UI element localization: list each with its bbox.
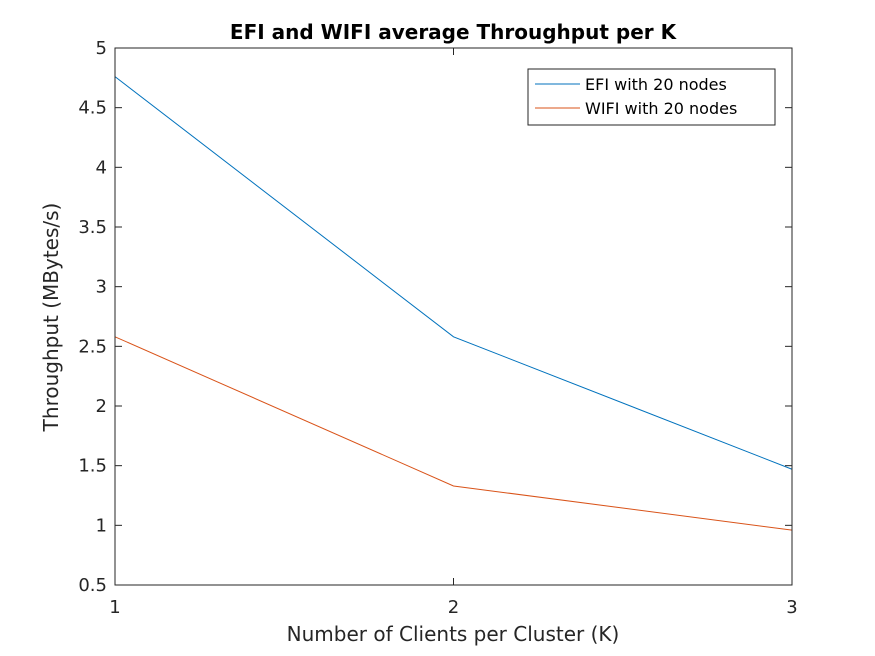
legend-label-wifi: WIFI with 20 nodes xyxy=(585,99,737,118)
y-tick-label: 3.5 xyxy=(78,217,107,238)
legend-box xyxy=(527,68,776,126)
y-tick-label: 4 xyxy=(96,157,107,178)
y-tick-label: 5 xyxy=(96,38,107,59)
y-tick-label: 1 xyxy=(96,515,107,536)
legend: EFI with 20 nodes WIFI with 20 nodes xyxy=(527,68,776,126)
plot-area: 1 2 30.511.522.533.544.55 xyxy=(78,38,797,618)
x-tick-label: 2 xyxy=(448,597,459,618)
y-tick-label: 2.5 xyxy=(78,336,107,357)
y-tick-label: 3 xyxy=(96,277,107,298)
x-tick-label: 3 xyxy=(786,597,797,618)
y-tick-label: 4.5 xyxy=(78,98,107,119)
x-axis-label: Number of Clients per Cluster (K) xyxy=(287,622,620,646)
y-axis-label: Throughput (MBytes/s) xyxy=(39,203,63,433)
x-tick-label: 1 xyxy=(109,597,120,618)
y-tick-label: 0.5 xyxy=(78,575,107,596)
chart-title: EFI and WIFI average Throughput per K xyxy=(230,20,678,44)
series-line-wifi xyxy=(114,336,793,531)
y-tick-label: 1.5 xyxy=(78,456,107,477)
series-line-efi xyxy=(114,76,793,470)
legend-label-efi: EFI with 20 nodes xyxy=(585,75,727,94)
y-tick-label: 2 xyxy=(96,396,107,417)
